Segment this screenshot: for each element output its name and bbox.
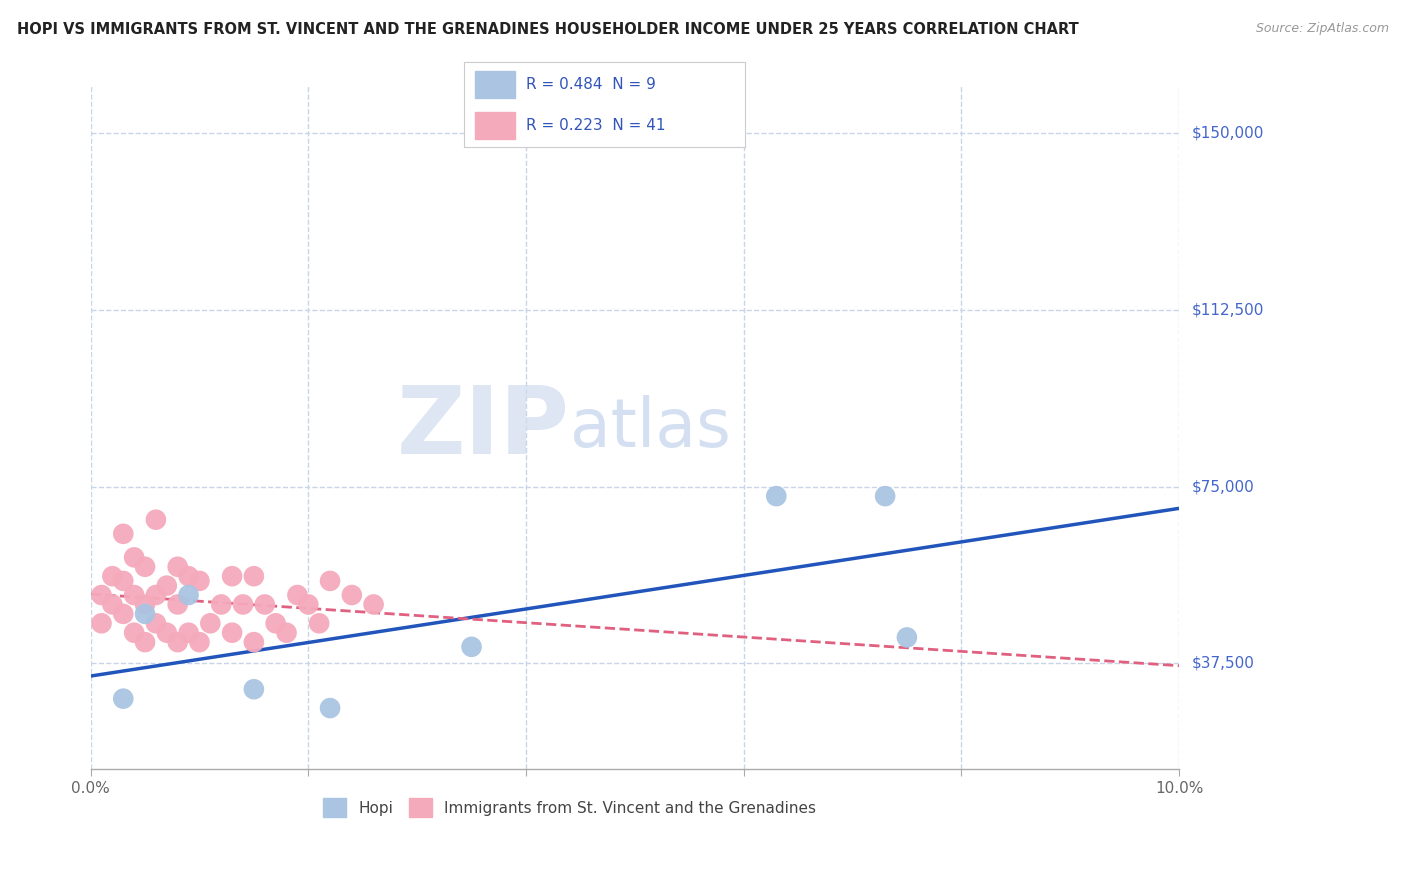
Point — [166, 559, 188, 574]
Legend: Hopi, Immigrants from St. Vincent and the Grenadines: Hopi, Immigrants from St. Vincent and th… — [318, 792, 823, 823]
Point — [134, 598, 156, 612]
Point — [112, 526, 135, 541]
Point — [122, 625, 145, 640]
Point — [156, 579, 179, 593]
Point — [264, 616, 287, 631]
Point — [122, 550, 145, 565]
Text: $37,500: $37,500 — [1192, 656, 1256, 671]
Text: $150,000: $150,000 — [1192, 126, 1264, 141]
Point — [145, 588, 167, 602]
Point — [134, 607, 156, 621]
Point — [112, 691, 135, 706]
Point — [243, 682, 266, 697]
Point — [276, 625, 298, 640]
Point — [243, 569, 266, 583]
Point — [112, 574, 135, 588]
Point — [221, 569, 243, 583]
Point — [134, 559, 156, 574]
Point — [319, 701, 342, 715]
Point — [188, 635, 211, 649]
Point — [765, 489, 787, 503]
Point — [156, 625, 179, 640]
Point — [177, 625, 200, 640]
Bar — [475, 112, 515, 139]
Point — [200, 616, 222, 631]
Text: R = 0.223  N = 41: R = 0.223 N = 41 — [526, 118, 665, 133]
Text: R = 0.484  N = 9: R = 0.484 N = 9 — [526, 77, 655, 92]
Point — [363, 598, 385, 612]
Bar — [475, 71, 515, 98]
Point — [101, 569, 124, 583]
Point — [90, 588, 112, 602]
Point — [112, 607, 135, 621]
Point — [122, 588, 145, 602]
Point — [90, 616, 112, 631]
Point — [319, 574, 342, 588]
Point — [177, 588, 200, 602]
Point — [243, 635, 266, 649]
Point — [875, 489, 897, 503]
Text: atlas: atlas — [569, 395, 730, 461]
Point — [308, 616, 330, 631]
Point — [232, 598, 254, 612]
Point — [253, 598, 276, 612]
Point — [287, 588, 309, 602]
Text: $75,000: $75,000 — [1192, 479, 1254, 494]
Point — [101, 598, 124, 612]
Text: HOPI VS IMMIGRANTS FROM ST. VINCENT AND THE GRENADINES HOUSEHOLDER INCOME UNDER : HOPI VS IMMIGRANTS FROM ST. VINCENT AND … — [17, 22, 1078, 37]
Point — [145, 513, 167, 527]
Point — [134, 635, 156, 649]
Point — [188, 574, 211, 588]
Point — [221, 625, 243, 640]
Point — [340, 588, 363, 602]
Point — [209, 598, 232, 612]
Text: $112,500: $112,500 — [1192, 302, 1264, 318]
Point — [896, 631, 918, 645]
Point — [297, 598, 319, 612]
Text: ZIP: ZIP — [396, 382, 569, 474]
Text: Source: ZipAtlas.com: Source: ZipAtlas.com — [1256, 22, 1389, 36]
Point — [177, 569, 200, 583]
Point — [460, 640, 482, 654]
Point — [166, 598, 188, 612]
Point — [166, 635, 188, 649]
Point — [145, 616, 167, 631]
